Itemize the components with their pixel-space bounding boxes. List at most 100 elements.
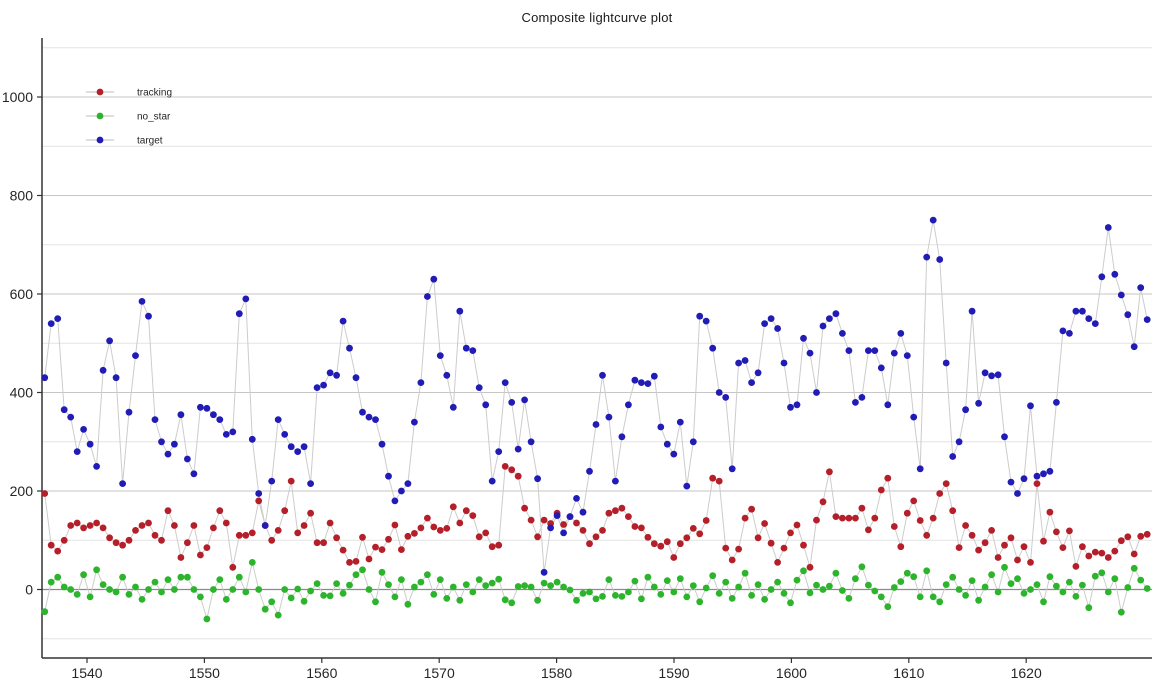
data-point-no_star — [547, 582, 554, 589]
data-point-tracking — [404, 532, 412, 540]
data-point-no_star — [469, 588, 477, 596]
data-point-no_star — [806, 589, 814, 597]
data-point-no_star — [657, 591, 665, 598]
data-point-tracking — [826, 468, 833, 476]
data-point-tracking — [242, 531, 250, 539]
data-point-target — [372, 416, 379, 423]
data-point-no_star — [903, 569, 911, 577]
data-point-tracking — [216, 507, 224, 515]
data-point-no_star — [60, 583, 68, 591]
data-point-tracking — [456, 519, 464, 527]
data-point-tracking — [1104, 554, 1112, 561]
data-point-no_star — [916, 593, 924, 601]
data-point-tracking — [929, 514, 937, 522]
data-point-no_star — [787, 599, 794, 607]
data-point-tracking — [741, 514, 749, 522]
data-point-tracking — [469, 512, 477, 519]
data-point-tracking — [962, 522, 969, 529]
data-point-no_star — [793, 576, 801, 584]
data-point-no_star — [112, 588, 120, 596]
data-point-tracking — [1111, 547, 1119, 555]
data-point-no_star — [1040, 598, 1047, 606]
data-point-target — [1098, 273, 1106, 281]
data-point-tracking — [268, 536, 276, 544]
data-point-target — [313, 384, 321, 391]
y-tick-label-600: 600 — [10, 286, 34, 302]
data-point-no_star — [780, 590, 788, 597]
data-point-target — [60, 406, 68, 414]
data-point-no_star — [398, 576, 405, 583]
data-point-no_star — [929, 593, 937, 601]
data-point-tracking — [1040, 537, 1047, 545]
data-point-target — [780, 359, 788, 367]
data-point-target — [378, 440, 386, 448]
data-point-target — [676, 418, 684, 426]
data-point-no_star — [1014, 575, 1021, 583]
series-line-tracking — [44, 465, 1148, 568]
data-point-no_star — [819, 586, 827, 593]
data-point-tracking — [877, 486, 885, 494]
x-tick-label-1580: 1580 — [541, 665, 572, 681]
data-point-target — [54, 315, 62, 322]
data-point-tracking — [663, 538, 671, 546]
legend-marker-tracking — [96, 88, 104, 96]
data-point-no_star — [1104, 588, 1112, 596]
data-point-target — [696, 312, 704, 320]
data-point-no_star — [73, 591, 81, 598]
data-point-no_star — [670, 588, 678, 596]
data-point-target — [826, 315, 833, 322]
data-point-target — [424, 293, 431, 300]
data-point-no_star — [80, 571, 87, 579]
y-tick-label-400: 400 — [10, 385, 34, 401]
data-point-target — [709, 344, 717, 352]
data-point-target — [670, 450, 678, 458]
data-point-no_star — [365, 586, 373, 593]
data-point-tracking — [333, 534, 340, 542]
data-point-no_star — [255, 586, 263, 593]
data-point-tracking — [521, 504, 528, 512]
data-point-no_star — [1007, 580, 1015, 587]
data-point-tracking — [307, 509, 314, 517]
legend-label-target: target — [137, 136, 163, 147]
data-point-target — [1111, 270, 1119, 278]
data-point-no_star — [936, 598, 944, 606]
data-point-tracking — [839, 514, 846, 522]
data-point-tracking — [229, 563, 237, 571]
data-point-tracking — [1053, 528, 1060, 536]
data-point-tracking — [132, 527, 139, 534]
data-point-target — [404, 480, 412, 487]
data-point-target — [112, 374, 120, 382]
data-point-target — [1104, 224, 1112, 231]
data-point-target — [216, 416, 224, 423]
data-point-tracking — [210, 524, 217, 532]
data-point-no_star — [534, 596, 541, 604]
data-point-tracking — [845, 514, 853, 522]
data-point-target — [417, 379, 425, 386]
data-point-no_star — [300, 597, 308, 605]
data-point-target — [955, 438, 963, 446]
data-point-target — [975, 399, 982, 407]
data-point-no_star — [501, 596, 509, 604]
data-point-target — [702, 317, 710, 325]
data-point-no_star — [949, 573, 957, 581]
data-point-no_star — [93, 566, 100, 574]
data-point-target — [761, 320, 768, 327]
data-point-target — [942, 359, 950, 367]
data-point-tracking — [222, 519, 230, 527]
data-point-tracking — [411, 530, 418, 537]
data-point-no_star — [800, 567, 807, 575]
data-point-target — [839, 330, 846, 337]
data-point-tracking — [475, 533, 483, 541]
data-point-tracking — [1072, 563, 1080, 570]
data-point-target — [391, 497, 399, 505]
data-point-no_star — [638, 595, 645, 603]
data-point-no_star — [482, 582, 490, 589]
data-point-no_star — [197, 593, 204, 601]
x-tick-label-1600: 1600 — [776, 665, 807, 681]
data-point-no_star — [871, 587, 879, 595]
data-point-no_star — [968, 577, 976, 584]
x-tick-label-1550: 1550 — [189, 665, 220, 681]
data-point-no_star — [151, 578, 159, 586]
data-point-target — [1091, 320, 1099, 327]
data-point-target — [618, 433, 626, 441]
